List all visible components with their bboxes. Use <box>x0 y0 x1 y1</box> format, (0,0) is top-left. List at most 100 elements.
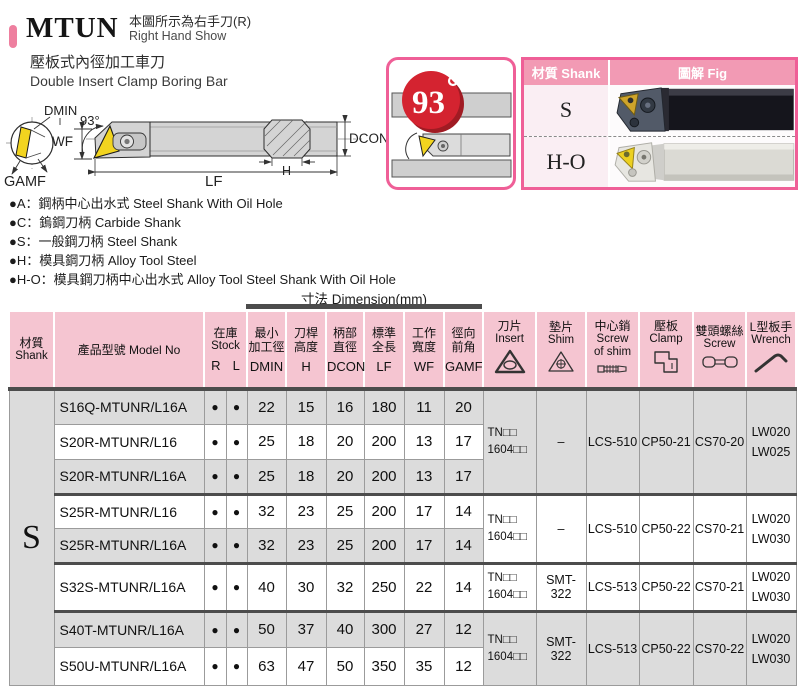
gamf-value: 14 <box>443 527 484 564</box>
lf-value: 200 <box>363 492 405 529</box>
shim-screw-cell: LCS-513 <box>585 609 640 686</box>
h-value: 37 <box>285 609 327 648</box>
wf-value: 27 <box>403 609 445 648</box>
stock-l-dot: ● <box>225 458 248 495</box>
stock-r-dot: ● <box>203 458 227 495</box>
model-cell: S25R-MTUNR/L16 <box>53 492 205 529</box>
shim-screw-cell: LCS-513 <box>585 561 640 612</box>
dcon-value: 50 <box>325 646 365 686</box>
screw-icon <box>694 354 745 375</box>
table-row: S25R-MTUNR/L16 ● ● 32 23 25 200 17 14 TN… <box>9 492 797 564</box>
col-shank: 材質 Shank <box>8 310 55 390</box>
h-value: 23 <box>285 527 327 564</box>
insert-cell: TN□□ 1604□□ <box>482 388 537 495</box>
lf-value: 300 <box>363 609 405 648</box>
clamp-cell: CP50-22 <box>638 561 694 612</box>
dmin-value: 63 <box>246 646 287 686</box>
screw-cell: CS70-22 <box>692 609 747 686</box>
dmin-value: 40 <box>246 561 287 612</box>
shim-cell: SMT-322 <box>535 561 587 612</box>
col-model: 產品型號 Model No <box>53 310 205 390</box>
angle-badge-box: 93 <box>386 57 516 190</box>
clamp-cell: CP50-22 <box>638 492 694 564</box>
dcon-value: 40 <box>325 609 365 648</box>
dcon-value: 25 <box>325 492 365 529</box>
col-dcon: 柄部 直徑 DCON <box>325 310 365 390</box>
wrench-cell: LW020 LW025 <box>745 388 797 495</box>
hand-note-zh: 本圖所示為右手刀(R) <box>129 14 252 29</box>
table-row: S20R-MTUNR/L16 ● ● 25 18 20 200 13 17 <box>9 423 796 460</box>
h-value: 30 <box>285 561 327 612</box>
col-screw: 雙頭螺絲 Screw <box>692 310 748 390</box>
lf-value: 200 <box>363 423 405 460</box>
fig-row-ho: H-O <box>524 136 795 187</box>
wrench-cell: LW020 LW030 <box>745 492 797 564</box>
model-cell: S20R-MTUNR/L16 <box>53 423 205 460</box>
stock-r-dot: ● <box>203 646 227 686</box>
col-shim-screw: 中心銷 Screw of shim <box>585 310 641 390</box>
label-gamf: GAMF <box>4 174 46 190</box>
fig-header-shank: 材質 Shank <box>524 60 608 85</box>
hand-note-en: Right Hand Show <box>129 29 227 43</box>
dmin-value: 32 <box>246 492 287 529</box>
label-dcon: DCON <box>349 131 389 146</box>
note-ho: ●H-O：模具鋼刀柄中心出水式 Alloy Tool Steel Shank W… <box>9 272 396 287</box>
page-title: MTUN <box>26 12 119 44</box>
gamf-value: 12 <box>443 646 484 686</box>
lf-value: 200 <box>363 458 405 495</box>
table-row: S50U-MTUNR/L16A ● ● 63 47 50 350 35 12 <box>9 646 796 686</box>
model-cell: S50U-MTUNR/L16A <box>53 646 205 686</box>
col-gamf: 徑向 前角 GAMF <box>443 310 485 390</box>
fig-header-fig: 圖解 Fig <box>610 60 795 85</box>
col-lf: 標準 全長 LF <box>363 310 406 390</box>
table-row: S32S-MTUNR/L16A ● ● 40 30 32 250 22 14 T… <box>9 561 797 612</box>
insert-cell: TN□□ 1604□□ <box>482 492 537 564</box>
shim-icon <box>537 350 585 379</box>
lf-value: 250 <box>363 561 405 612</box>
label-angle: 93° <box>80 113 100 128</box>
model-cell: S16Q-MTUNR/L16A <box>53 388 205 425</box>
stock-r-dot: ● <box>203 561 227 612</box>
shim-cell: – <box>535 492 587 564</box>
gamf-value: 17 <box>443 458 484 495</box>
stock-r-dot: ● <box>203 423 227 460</box>
model-cell: S32S-MTUNR/L16A <box>53 561 205 612</box>
label-dmin: DMIN <box>44 103 77 118</box>
gamf-value: 12 <box>443 609 484 648</box>
insert-cell: TN□□ 1604□□ <box>482 609 537 686</box>
wrench-cell: LW020 LW030 <box>745 609 797 686</box>
dcon-value: 32 <box>325 561 365 612</box>
stock-l-dot: ● <box>225 388 248 425</box>
note-s: ●S：一般鋼刀柄 Steel Shank <box>9 234 178 249</box>
stock-r-dot: ● <box>203 492 227 529</box>
fig-image-ho <box>610 136 795 187</box>
dcon-value: 16 <box>325 388 365 425</box>
h-value: 47 <box>285 646 327 686</box>
shim-screw-cell: LCS-510 <box>585 388 640 495</box>
fig-shank-s: S <box>524 85 610 136</box>
model-cell: S40T-MTUNR/L16A <box>53 609 205 648</box>
badge-angle-value: 93 <box>412 85 445 121</box>
dimension-unit-label: 寸法 Dimension(mm) <box>300 292 427 307</box>
stock-r-dot: ● <box>203 609 227 648</box>
boring-bar-photo-alloy <box>614 142 795 182</box>
col-clamp: 壓板 Clamp <box>638 310 695 390</box>
shank-group-cell: S <box>8 388 55 686</box>
dmin-value: 25 <box>246 458 287 495</box>
tool-dimension-diagram: DMIN 93° WF GAMF LF H DCON <box>4 103 389 190</box>
label-wf: WF <box>52 134 73 149</box>
wrench-cell: LW020 LW030 <box>745 561 797 612</box>
col-dmin: 最小 加工徑 DMIN <box>246 310 288 390</box>
shank-notes: ●A：鋼柄中心出水式 Steel Shank With Oil Hole ●C：… <box>9 194 396 289</box>
subtitle-en: Double Insert Clamp Boring Bar <box>30 73 228 89</box>
stock-l-dot: ● <box>225 527 248 564</box>
dcon-value: 20 <box>325 458 365 495</box>
wf-value: 35 <box>403 646 445 686</box>
shim-cell: – <box>535 388 587 495</box>
screw-cell: CS70-21 <box>692 492 747 564</box>
hand-note: 本圖所示為右手刀(R) Right Hand Show <box>129 14 251 44</box>
note-h: ●H：模具鋼刀柄 Alloy Tool Steel <box>9 253 197 268</box>
table-row: S20R-MTUNR/L16A ● ● 25 18 20 200 13 17 <box>9 458 796 495</box>
spec-table-container: 材質 Shank 產品型號 Model No 在庫 Stock R L <box>8 310 798 686</box>
